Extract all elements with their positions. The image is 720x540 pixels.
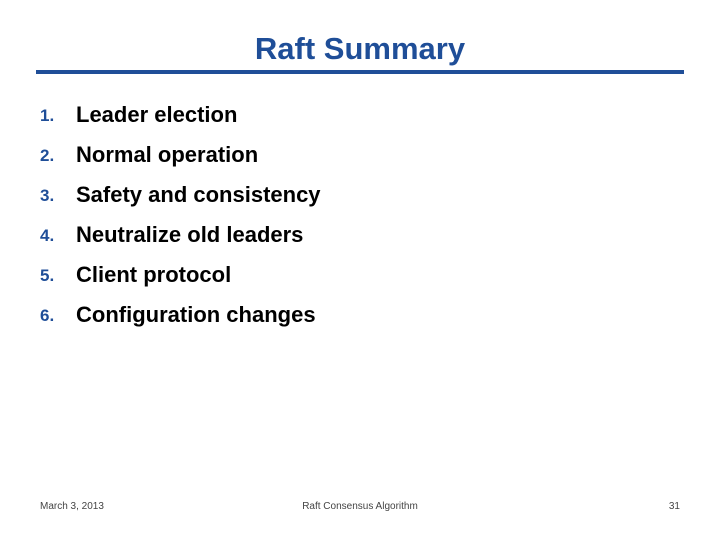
list-item-number: 5. bbox=[40, 266, 55, 285]
list-item: 2. Normal operation bbox=[0, 136, 720, 176]
list-item-number: 2. bbox=[40, 146, 55, 165]
summary-list: 1. Leader election 2. Normal operation 3… bbox=[0, 96, 720, 336]
list-item: 6. Configuration changes bbox=[0, 296, 720, 336]
list-item: 3. Safety and consistency bbox=[0, 176, 720, 216]
footer-date: March 3, 2013 bbox=[40, 501, 104, 512]
list-item-label: Normal operation bbox=[76, 142, 259, 167]
list-item-number: 4. bbox=[40, 226, 55, 245]
list-item: 5. Client protocol bbox=[0, 256, 720, 296]
title-underline bbox=[36, 70, 684, 74]
list-item: 4. Neutralize old leaders bbox=[0, 216, 720, 256]
list-item-label: Configuration changes bbox=[76, 302, 316, 327]
footer-page-number: 31 bbox=[668, 501, 680, 512]
list-item-label: Neutralize old leaders bbox=[76, 222, 304, 247]
slide-title: Raft Summary bbox=[254, 31, 466, 66]
list-item: 1. Leader election bbox=[0, 96, 720, 136]
footer-presentation-title: Raft Consensus Algorithm bbox=[302, 501, 418, 512]
list-item-number: 1. bbox=[40, 106, 55, 125]
list-item-label: Safety and consistency bbox=[76, 182, 321, 207]
list-item-number: 6. bbox=[40, 306, 55, 325]
list-item-label: Leader election bbox=[76, 102, 238, 127]
list-item-number: 3. bbox=[40, 186, 55, 205]
list-item-label: Client protocol bbox=[76, 262, 232, 287]
